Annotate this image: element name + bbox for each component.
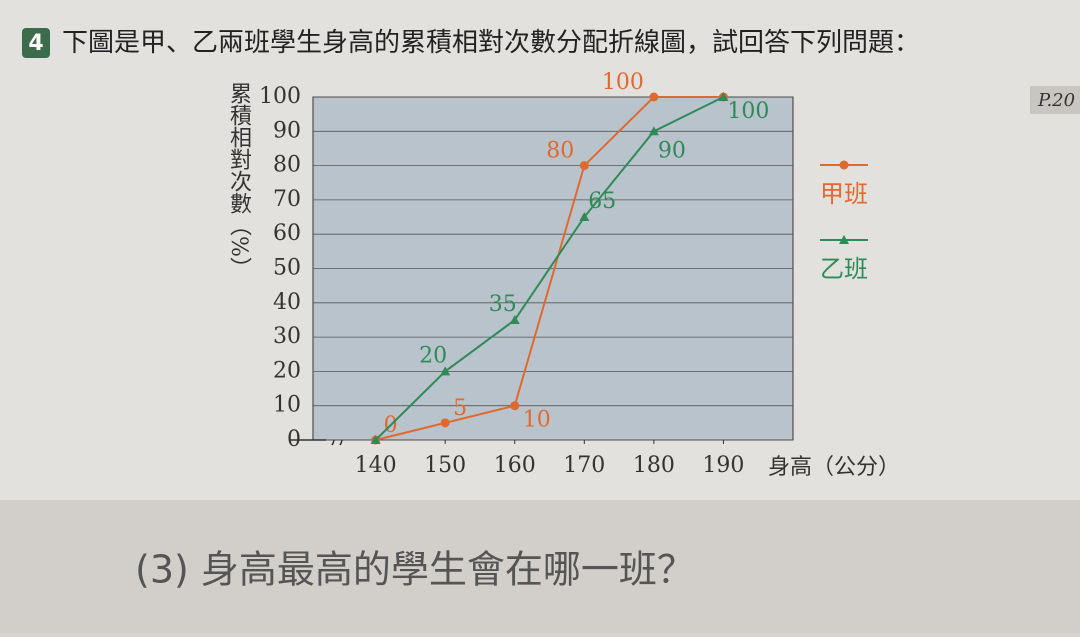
y-tick-label: 20 xyxy=(273,358,301,383)
page-ref-box xyxy=(1030,86,1080,114)
data-label: 80 xyxy=(546,139,574,164)
y-tick-label: 50 xyxy=(273,256,301,281)
data-label: 100 xyxy=(602,70,644,95)
x-tick-label: 160 xyxy=(494,453,536,478)
y-tick-label: 30 xyxy=(273,324,301,349)
legend-label: 甲班 xyxy=(820,180,868,208)
question-3: (3) 身高最高的學生會在哪一班？ xyxy=(135,548,695,592)
legend-marker xyxy=(839,160,849,170)
y-tick-label: 70 xyxy=(273,187,301,212)
legend-label: 乙班 xyxy=(820,255,868,283)
data-label: 5 xyxy=(453,396,467,421)
triangle-marker xyxy=(370,435,381,444)
x-tick-label: 170 xyxy=(563,453,605,478)
x-tick-label: 180 xyxy=(633,453,675,478)
circle-marker xyxy=(510,401,520,411)
question-number: 4 xyxy=(28,31,43,56)
x-tick-label: 190 xyxy=(702,453,744,478)
circle-marker xyxy=(440,418,450,428)
triangle-marker xyxy=(440,366,451,376)
page-bottom xyxy=(0,500,1080,633)
data-label: 90 xyxy=(658,138,686,163)
question-text: 下圖是甲、乙兩班學生身高的累積相對次數分配折線圖，試回答下列問題： xyxy=(62,28,920,58)
question-badge xyxy=(22,28,50,58)
y-tick-label: 40 xyxy=(273,290,301,315)
y-tick-label: 60 xyxy=(273,221,301,246)
data-label: 10 xyxy=(523,408,551,433)
y-tick-label: 10 xyxy=(273,393,301,418)
data-label: 35 xyxy=(489,292,517,317)
x-tick-label: 150 xyxy=(424,453,466,478)
y-tick-label: 100 xyxy=(259,84,301,109)
triangle-marker xyxy=(509,314,520,324)
series-line xyxy=(374,96,724,441)
series-line xyxy=(375,96,724,441)
triangle-marker xyxy=(718,92,729,101)
page-ref: P.20 xyxy=(1037,90,1075,111)
y-tick-label: 90 xyxy=(273,118,301,143)
triangle-marker xyxy=(579,212,590,222)
x-axis-label: 身高（公分） xyxy=(768,455,900,480)
legend-marker xyxy=(839,235,849,244)
x-tick-label: 140 xyxy=(355,453,397,478)
circle-marker xyxy=(579,161,589,171)
y-axis-label: 累積相對次數（%） xyxy=(226,82,252,279)
triangle-marker xyxy=(648,126,659,136)
y-tick-label: 80 xyxy=(273,153,301,178)
data-label: 100 xyxy=(727,99,769,124)
circle-marker xyxy=(649,92,659,102)
data-label: 20 xyxy=(419,343,447,368)
data-label: 65 xyxy=(588,189,616,214)
